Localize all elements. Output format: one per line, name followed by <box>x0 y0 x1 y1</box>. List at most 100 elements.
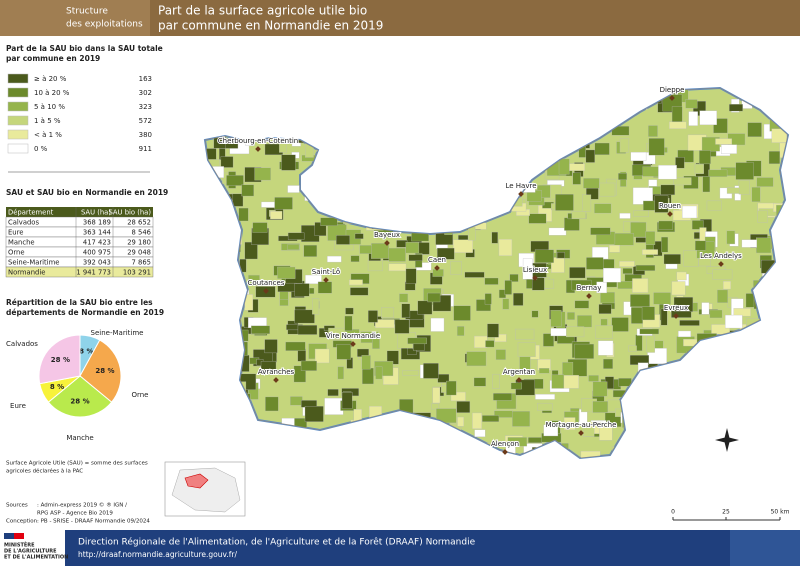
commune <box>665 408 680 425</box>
commune <box>776 107 786 117</box>
commune <box>260 361 277 372</box>
commune <box>699 345 712 360</box>
commune <box>776 343 788 353</box>
scale-label: 25 <box>722 509 730 516</box>
commune <box>453 239 473 253</box>
commune <box>439 148 448 156</box>
commune <box>361 212 371 220</box>
commune <box>484 293 492 305</box>
commune <box>205 396 214 406</box>
city-marker <box>667 211 673 217</box>
city-marker <box>532 275 538 281</box>
section-label: des exploitations <box>66 20 143 30</box>
commune <box>507 437 528 447</box>
slice-category: Manche <box>66 434 93 442</box>
source: : PB - SRISE - DRAAF Normandie 09/2024 <box>37 519 150 525</box>
city-marker <box>255 146 261 152</box>
commune <box>648 138 665 156</box>
commune <box>306 114 316 123</box>
commune <box>401 303 411 318</box>
commune <box>784 429 788 435</box>
commune <box>223 427 241 435</box>
commune <box>430 317 445 332</box>
footer-url: http://draaf.normandie.agriculture.gouv.… <box>78 550 237 559</box>
city-label: Dieppe <box>660 86 685 94</box>
table-cell: Normandie <box>8 269 45 277</box>
commune <box>569 163 585 171</box>
commune <box>454 157 463 171</box>
commune <box>537 402 553 411</box>
pie-slice <box>47 375 113 418</box>
commune <box>379 188 388 205</box>
commune <box>359 245 372 254</box>
commune <box>428 209 445 225</box>
commune <box>597 457 604 458</box>
city-label: Rouen <box>659 202 681 210</box>
commune <box>477 88 488 99</box>
commune <box>285 341 306 351</box>
commune <box>434 119 441 137</box>
commune <box>685 99 698 109</box>
city-marker <box>673 313 679 319</box>
commune <box>683 250 699 267</box>
city-label: Lisieux <box>523 266 547 274</box>
commune <box>492 192 499 207</box>
commune <box>564 217 580 231</box>
commune <box>491 166 502 181</box>
commune <box>552 137 561 148</box>
commune <box>294 309 315 324</box>
commune <box>787 251 788 267</box>
commune <box>449 179 470 194</box>
city-marker <box>350 341 356 347</box>
commune <box>726 187 740 194</box>
commune <box>733 398 745 416</box>
commune <box>791 126 800 138</box>
legend-count: 911 <box>139 145 152 153</box>
commune <box>244 241 258 260</box>
commune <box>532 138 540 150</box>
commune <box>294 283 310 297</box>
commune <box>446 380 457 396</box>
commune <box>399 293 409 303</box>
commune <box>484 277 499 285</box>
commune <box>585 149 595 163</box>
commune <box>740 348 755 364</box>
pie-slice <box>79 339 122 403</box>
commune <box>362 367 374 385</box>
commune <box>212 276 231 292</box>
commune <box>786 390 788 408</box>
commune <box>586 257 604 270</box>
commune <box>324 129 339 138</box>
commune <box>344 315 353 331</box>
commune <box>683 373 695 390</box>
page-title: par commune en Normandie en 2019 <box>158 19 383 33</box>
commune <box>208 377 227 388</box>
commune <box>430 166 438 183</box>
commune <box>510 382 522 390</box>
commune <box>658 165 677 180</box>
commune <box>405 268 417 284</box>
commune <box>721 144 737 154</box>
legend-label: 0 % <box>34 145 48 153</box>
legend-swatch <box>7 73 29 84</box>
legend-swatch <box>7 143 29 154</box>
scale-label: 50 km <box>771 509 790 516</box>
commune <box>220 424 230 438</box>
table-row <box>5 266 154 278</box>
commune <box>312 298 320 315</box>
commune <box>642 249 658 255</box>
chart-title: Répartition de la SAU bio entre les <box>6 298 153 307</box>
city-label: Mortagne-au-Perche <box>546 421 617 429</box>
commune <box>523 129 542 138</box>
commune <box>228 92 237 105</box>
commune <box>205 215 220 228</box>
commune <box>688 431 708 445</box>
commune <box>769 275 781 286</box>
commune <box>239 113 251 121</box>
commune <box>304 406 324 422</box>
commune <box>756 237 772 254</box>
commune <box>481 415 500 422</box>
commune <box>453 113 466 121</box>
legend-swatch <box>7 101 29 112</box>
commune <box>592 381 608 397</box>
